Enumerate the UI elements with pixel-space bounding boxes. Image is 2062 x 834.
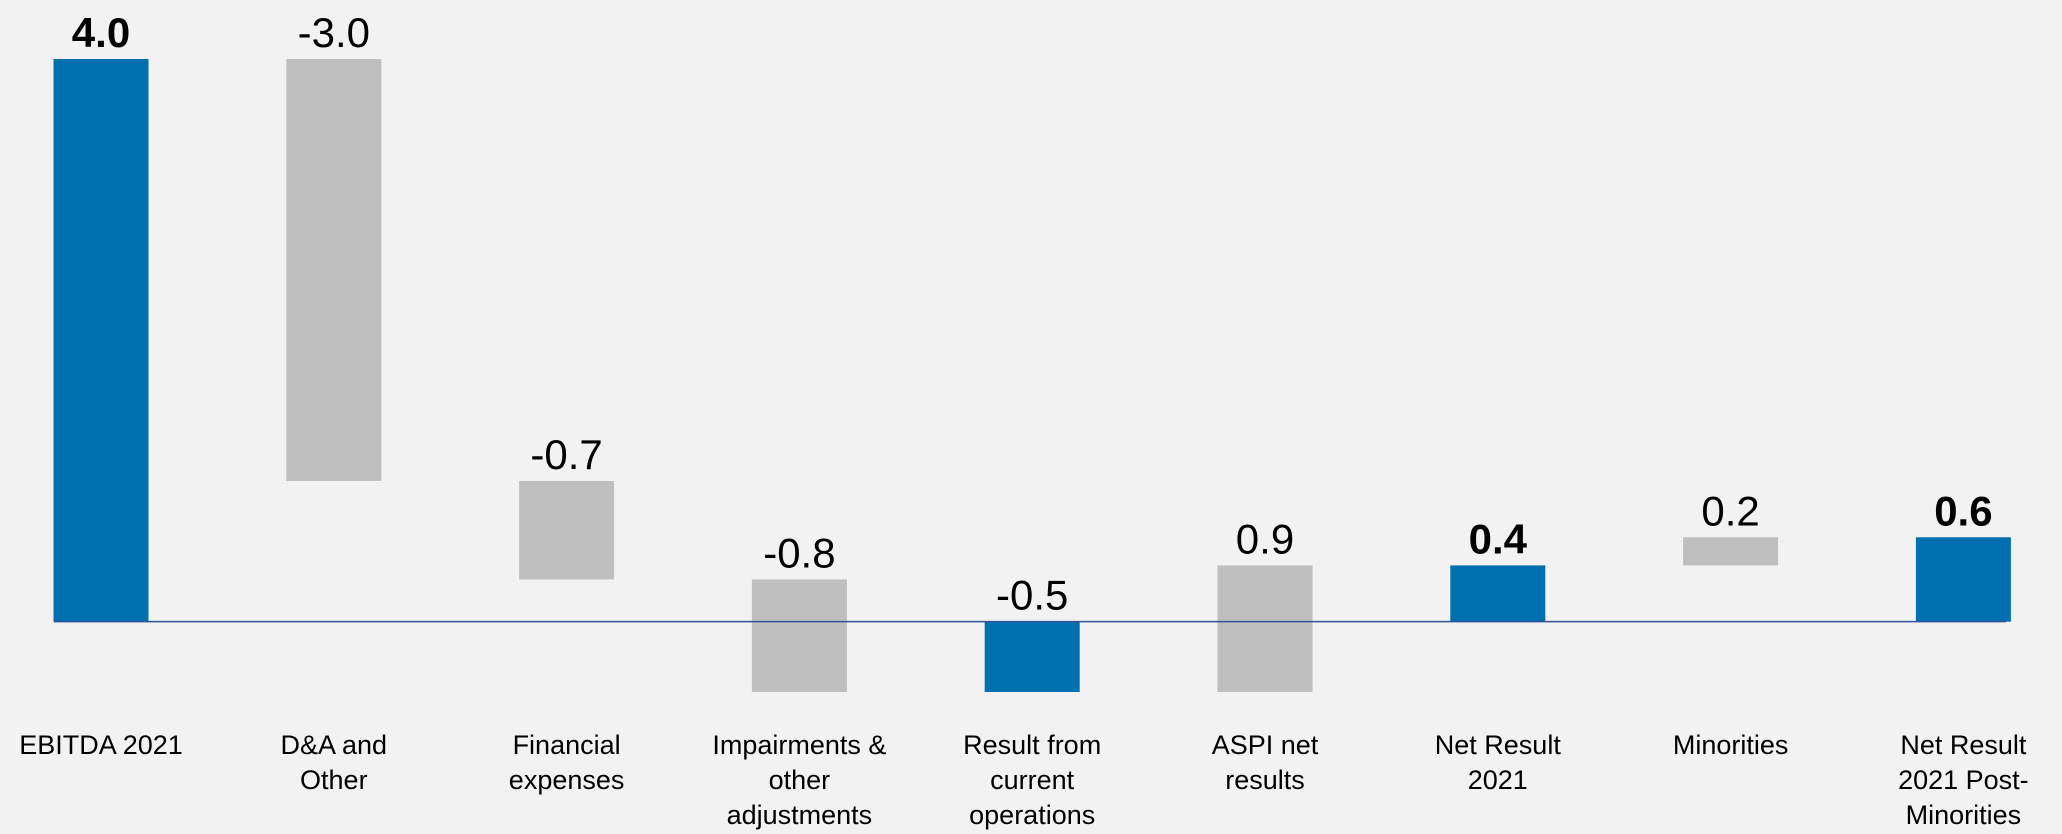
bar — [1217, 565, 1313, 692]
category-label: EBITDA 2021 — [19, 730, 183, 760]
value-label: 4.0 — [72, 9, 130, 56]
bar — [1683, 537, 1779, 566]
category-label: D&A and Other — [280, 730, 388, 795]
category-label: Financial expenses — [508, 730, 625, 795]
category-label: ASPI net results — [1211, 730, 1319, 795]
bar — [1450, 565, 1546, 622]
value-label: -0.5 — [996, 572, 1068, 619]
bar — [751, 579, 847, 692]
value-label: 0.9 — [1236, 515, 1294, 562]
value-label: 0.6 — [1934, 487, 1992, 534]
bar — [286, 59, 382, 481]
value-label: -0.8 — [763, 529, 835, 576]
bar — [53, 59, 149, 622]
bar — [519, 481, 615, 580]
category-label: Impairments & other adjustments — [712, 730, 887, 830]
bar — [984, 621, 1080, 692]
value-label: -0.7 — [530, 431, 602, 478]
category-label: Net Result 2021 — [1434, 730, 1561, 795]
category-label: Result from current operations — [963, 730, 1102, 830]
bar — [1915, 537, 2011, 622]
category-label: Minorities — [1672, 730, 1789, 760]
category-label: Net Result 2021 Post-Minorities — [1898, 730, 2029, 830]
value-label: -3.0 — [298, 9, 370, 56]
value-label: 0.4 — [1469, 515, 1528, 562]
value-label: 0.2 — [1701, 487, 1759, 534]
